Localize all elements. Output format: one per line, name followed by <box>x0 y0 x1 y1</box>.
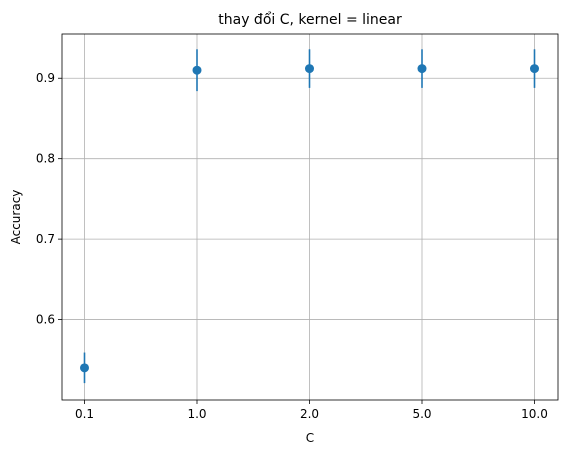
data-layer <box>80 49 539 384</box>
x-tick-label: 5.0 <box>412 407 431 421</box>
y-tick-label: 0.9 <box>36 71 55 85</box>
data-point <box>417 64 427 74</box>
chart-title: thay đổi C, kernel = linear <box>218 11 402 28</box>
y-tick-label: 0.6 <box>36 313 55 327</box>
y-tick-label: 0.7 <box>36 232 55 246</box>
data-point <box>305 64 314 74</box>
x-tick-label: 1.0 <box>187 407 206 421</box>
data-point <box>80 363 89 373</box>
x-axis-label: C <box>306 431 314 445</box>
grid <box>62 34 558 400</box>
x-tick-label: 2.0 <box>300 407 319 421</box>
data-point <box>192 65 202 75</box>
x-tick-label: 10.0 <box>521 407 548 421</box>
y-axis-label: Accuracy <box>9 190 23 245</box>
plot-frame <box>61 33 559 401</box>
y-tick-label: 0.8 <box>36 152 55 166</box>
ticks: 0.1 1.0 2.0 5.0 10.0 0.6 0.7 0.8 0.9 <box>36 71 548 421</box>
data-point <box>530 64 539 74</box>
x-tick-label: 0.1 <box>75 407 94 421</box>
